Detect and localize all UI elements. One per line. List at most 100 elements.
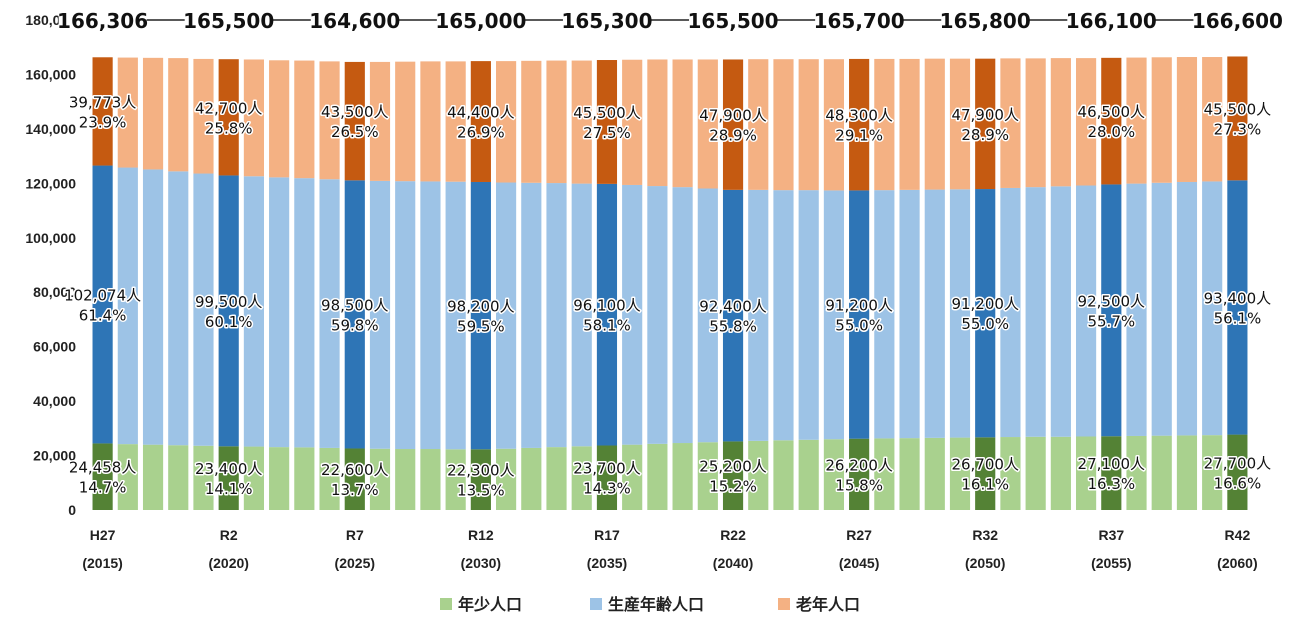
working-segment-percent-label: 55.0% (835, 317, 883, 335)
bar-working-segment-2031 (496, 182, 517, 449)
working-segment-percent-label: 55.8% (709, 318, 757, 336)
bar-working-segment-2060 (1227, 180, 1248, 435)
bar-working-segment-2030 (470, 181, 491, 450)
total-label-bg (815, 8, 904, 32)
young-segment-value-label: 23,400人 (195, 460, 263, 478)
x-tick-year: (2050) (965, 555, 1005, 571)
young-segment-value-label: 22,300人 (447, 462, 515, 480)
bar-elderly-segment-2037 (647, 59, 668, 187)
bar-young-segment-2025 (344, 448, 365, 510)
bar-young-segment-2027 (395, 449, 416, 510)
elderly-segment-percent-label: 25.8% (205, 119, 253, 137)
working-segment-percent-label: 59.5% (457, 318, 505, 336)
bar-working-segment-2038 (672, 187, 693, 444)
bar-young-segment-2029 (445, 449, 466, 510)
young-segment-percent-label: 13.7% (331, 481, 379, 499)
elderly-segment-percent-label: 28.9% (709, 127, 757, 145)
young-segment-value-label: 22,600人 (321, 461, 389, 479)
bar-elderly-segment-2038 (672, 59, 693, 188)
bar-elderly-segment-2023 (294, 60, 315, 179)
bar-working-segment-2018 (168, 171, 189, 446)
bar-elderly-segment-2032 (521, 60, 542, 183)
bar-young-segment-2015 (92, 443, 113, 510)
bar-elderly-segment-2044 (823, 59, 844, 191)
bar-young-segment-2060 (1227, 434, 1248, 510)
legend-label-working-segment: 生産年齢人口 (608, 595, 704, 614)
elderly-segment-value-label: 47,900人 (699, 107, 767, 125)
young-segment-value-label: 27,700人 (1204, 454, 1272, 472)
bar-elderly-segment-2058 (1176, 57, 1198, 182)
x-tick-year: (2045) (839, 555, 879, 571)
working-segment-value-label: 92,500人 (1078, 292, 1146, 310)
bar-young-segment-2042 (773, 440, 794, 510)
bar-young-segment-2032 (521, 447, 542, 510)
working-segment-percent-label: 55.7% (1087, 312, 1135, 330)
bar-young-segment-2057 (1151, 435, 1172, 510)
bar-elderly-segment-2029 (445, 61, 466, 182)
bar-elderly-segment-2024 (319, 61, 340, 180)
bar-young-segment-2020 (218, 446, 239, 510)
bar-young-segment-2036 (622, 444, 643, 510)
bar-working-segment-2046 (874, 190, 895, 439)
bar-young-segment-2033 (546, 447, 567, 510)
total-label-2020: 165,500 (183, 9, 274, 33)
young-segment-percent-label: 14.3% (583, 480, 631, 498)
x-tick-year: (2040) (713, 555, 753, 571)
x-axis: H27 (2015) R2 (2020) R7 (2025) R12 (2030) R17 (20… (82, 527, 1257, 571)
bar-young-segment-2035 (596, 445, 618, 510)
bar-elderly-segment-2022 (269, 60, 290, 178)
bar-young-segment-2058 (1176, 435, 1198, 510)
young-segment-value-label: 27,100人 (1078, 455, 1146, 473)
bar-elderly-segment-2045 (849, 58, 870, 191)
bar-young-segment-2021 (243, 446, 264, 510)
x-tick-year: (2035) (587, 555, 627, 571)
bar-elderly-segment-2049 (949, 58, 971, 190)
legend-swatch-elderly-segment (778, 598, 790, 610)
total-label-2040: 165,500 (687, 9, 778, 33)
bar-working-segment-2054 (1076, 185, 1097, 437)
bar-young-segment-2048 (924, 437, 945, 510)
bar-young-segment-2023 (294, 447, 315, 510)
bar-working-segment-2026 (369, 180, 391, 449)
total-label-2055: 166,100 (1066, 9, 1157, 33)
young-segment-percent-label: 16.1% (961, 476, 1009, 494)
bar-elderly-segment-2030 (470, 61, 491, 182)
elderly-segment-value-label: 45,500人 (1204, 100, 1272, 118)
x-tick-year: (2025) (335, 555, 375, 571)
working-segment-percent-label: 60.1% (205, 313, 253, 331)
bar-young-segment-2026 (369, 448, 391, 510)
working-segment-percent-label: 61.4% (79, 306, 127, 324)
young-segment-percent-label: 16.3% (1087, 475, 1135, 493)
bar-elderly-segment-2048 (924, 58, 945, 190)
legend-swatch-working-segment (590, 598, 602, 610)
y-tick-label: 0 (68, 502, 76, 518)
working-segment-value-label: 93,400人 (1204, 289, 1272, 307)
working-segment-value-label: 91,200人 (825, 297, 893, 315)
bar-elderly-segment-2027 (395, 61, 416, 182)
bar-young-segment-2049 (949, 437, 971, 510)
bar-elderly-segment-2039 (697, 59, 718, 189)
segment-labels: 24,458人 14.7% 102,074人 61.4% 39,773人 23.9% 23,… (63, 92, 1273, 501)
elderly-segment-percent-label: 29.1% (835, 127, 883, 145)
bar-working-segment-2048 (924, 189, 945, 438)
working-segment-value-label: 99,500人 (195, 293, 263, 311)
bar-young-segment-2040 (722, 441, 744, 510)
bar-working-segment-2036 (622, 184, 643, 445)
legend: 年少人口 生産年齢人口 老年人口 (440, 595, 860, 614)
bar-elderly-segment-2060 (1227, 56, 1248, 181)
bar-young-segment-2024 (319, 447, 340, 510)
working-segment-percent-label: 59.8% (331, 316, 379, 334)
bar-elderly-segment-2041 (748, 59, 769, 190)
bar-working-segment-2028 (420, 181, 441, 450)
bar-young-segment-2018 (168, 445, 189, 510)
bar-elderly-segment-2056 (1126, 57, 1147, 184)
elderly-segment-value-label: 47,900人 (951, 106, 1019, 124)
bar-young-segment-2051 (1000, 437, 1021, 510)
bars (92, 56, 1248, 510)
bar-working-segment-2049 (949, 189, 971, 438)
bar-young-segment-2037 (647, 443, 668, 510)
bar-elderly-segment-2057 (1151, 57, 1172, 183)
total-label-bg (562, 8, 651, 32)
bar-elderly-segment-2055 (1101, 57, 1122, 185)
x-tick-era: R22 (720, 527, 746, 543)
